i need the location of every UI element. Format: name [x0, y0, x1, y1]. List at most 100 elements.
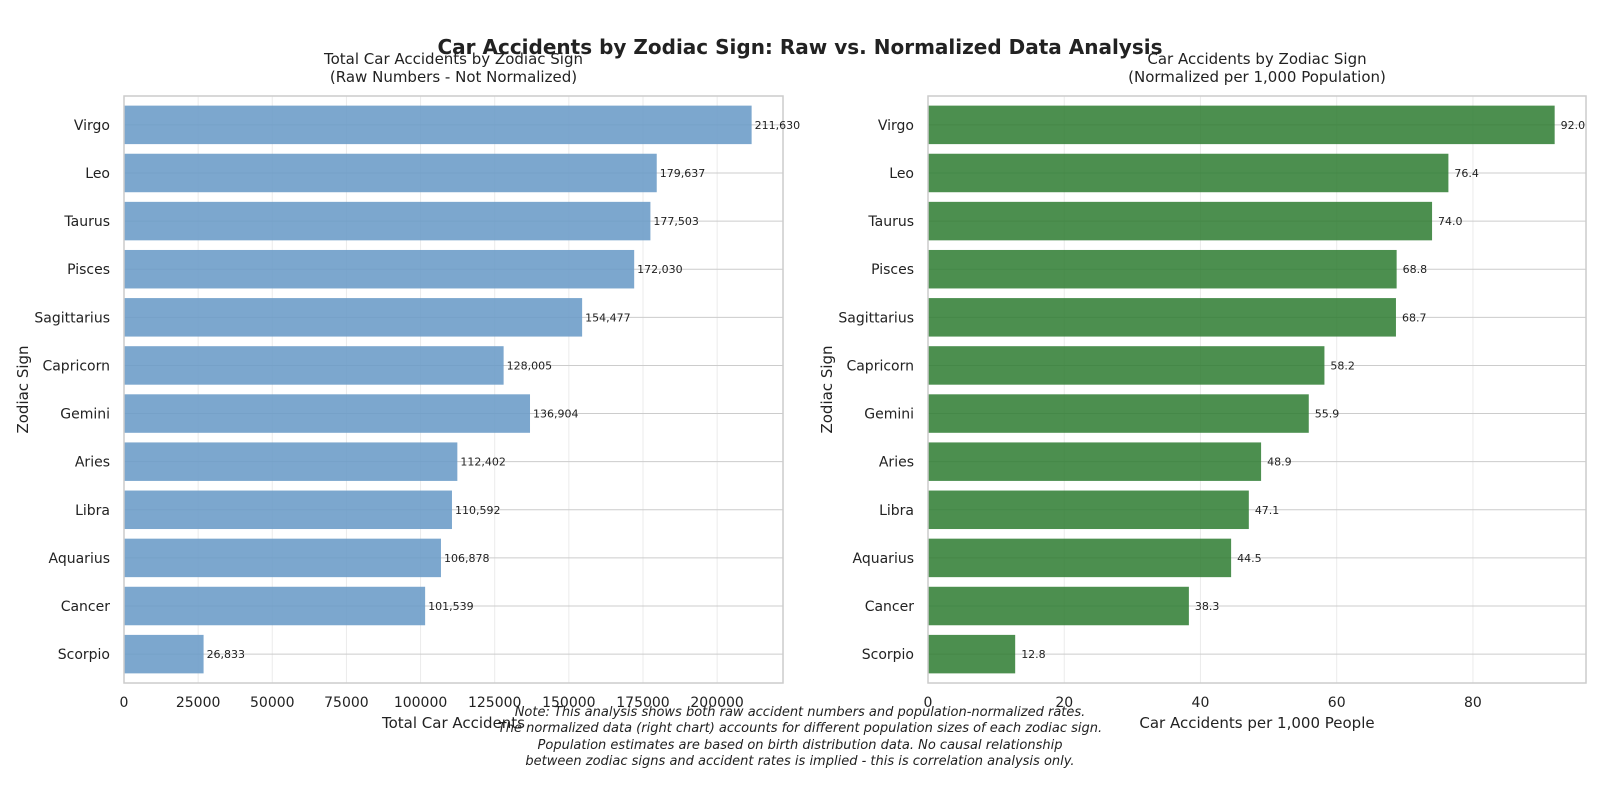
category-tick-label: Libra	[75, 503, 110, 519]
category-tick-label: Libra	[879, 503, 914, 519]
bar-cancer	[928, 586, 1189, 626]
figure-title: Car Accidents by Zodiac Sign: Raw vs. No…	[437, 35, 1163, 59]
category-tick-label: Virgo	[878, 118, 914, 134]
bar-leo	[124, 153, 657, 193]
category-tick-label: Virgo	[74, 118, 110, 134]
category-tick-label: Sagittarius	[34, 310, 110, 326]
value-label: 101,539	[428, 600, 474, 613]
category-tick-label: Pisces	[871, 262, 914, 278]
value-label: 58.2	[1330, 359, 1355, 372]
value-label: 38.3	[1195, 600, 1220, 613]
value-label: 92.0	[1561, 119, 1586, 132]
chart-title-line: Car Accidents by Zodiac Sign	[1147, 50, 1366, 68]
plot-frame	[123, 95, 784, 684]
footnote-line: between zodiac signs and accident rates …	[525, 754, 1075, 770]
x-tick-label: 60	[1328, 695, 1346, 711]
category-tick-label: Capricorn	[846, 358, 914, 374]
value-label: 172,030	[637, 263, 683, 276]
category-tick-label: Gemini	[864, 407, 914, 423]
bar-cancer	[124, 586, 426, 626]
y-axis-label: Zodiac Sign	[818, 345, 836, 433]
bar-capricorn	[124, 346, 504, 385]
category-tick-label: Capricorn	[42, 358, 110, 374]
bar-libra	[928, 490, 1249, 530]
bar-gemini	[928, 394, 1309, 433]
normalized-accidents-chart: 92.0 76.4 74.0 68.8 68.7 58.2 55.9 48.9 47.1 44.5…	[818, 50, 1587, 732]
x-tick-label: 200000	[690, 695, 743, 711]
category-tick-label: Leo	[889, 166, 914, 182]
value-label: 74.0	[1438, 215, 1463, 228]
bar-taurus	[124, 201, 651, 241]
x-tick-label: 150000	[542, 695, 595, 711]
plot-frame	[927, 95, 1587, 684]
value-label: 44.5	[1237, 552, 1262, 565]
footnote-line: Population estimates are based on birth …	[537, 737, 1063, 753]
value-label: 48.9	[1267, 456, 1292, 469]
value-label: 110,592	[455, 504, 501, 517]
bar-pisces	[928, 249, 1397, 289]
x-tick-label: 100000	[394, 695, 447, 711]
category-tick-label: Scorpio	[58, 647, 110, 663]
footnote-line: Note: This analysis shows both raw accid…	[514, 705, 1086, 720]
category-tick-label: Scorpio	[862, 647, 914, 663]
value-label: 136,904	[533, 408, 579, 421]
x-tick-label: 175000	[616, 695, 669, 711]
value-label: 26,833	[207, 648, 246, 661]
bar-sagittarius	[928, 298, 1396, 337]
x-tick-label: 50000	[250, 695, 295, 711]
bar-taurus	[928, 201, 1433, 241]
value-label: 55.9	[1315, 408, 1340, 421]
footnote: Note: This analysis shows both raw accid…	[0, 705, 1600, 771]
bar-scorpio	[124, 634, 204, 674]
category-tick-label: Aquarius	[853, 551, 914, 567]
bar-aquarius	[928, 538, 1232, 578]
bar-aries	[928, 442, 1262, 481]
value-label: 154,477	[585, 311, 631, 324]
value-label: 76.4	[1454, 167, 1479, 180]
value-label: 68.7	[1402, 311, 1427, 324]
x-tick-label: 125000	[468, 695, 521, 711]
category-tick-label: Aries	[75, 455, 110, 471]
bar-aquarius	[124, 538, 441, 578]
category-tick-label: Taurus	[867, 214, 914, 230]
chart-title-line: Total Car Accidents by Zodiac Sign	[323, 50, 583, 68]
x-tick-label: 25000	[176, 695, 221, 711]
value-label: 211,630	[755, 119, 800, 132]
x-axis-label: Car Accidents per 1,000 People	[1139, 714, 1374, 732]
bar-capricorn	[928, 346, 1325, 385]
bar-virgo	[928, 105, 1555, 145]
x-tick-label: 80	[1464, 695, 1482, 711]
bar-aries	[124, 442, 458, 481]
footnote-line: The normalized data (right chart) accoun…	[497, 721, 1103, 737]
value-label: 128,005	[507, 359, 553, 372]
value-label: 68.8	[1403, 263, 1428, 276]
category-tick-label: Taurus	[63, 214, 110, 230]
chart-title-line: (Raw Numbers - Not Normalized)	[330, 68, 577, 86]
category-tick-label: Cancer	[865, 599, 915, 615]
y-axis-label: Zodiac Sign	[14, 345, 32, 433]
x-axis-label: Total Car Accidents	[381, 714, 525, 732]
value-label: 112,402	[460, 456, 506, 469]
raw-accidents-chart: 211,630 179,637 177,503 172,030 154,477 128,0…	[14, 50, 800, 732]
value-label: 106,878	[444, 552, 490, 565]
category-tick-label: Sagittarius	[838, 310, 914, 326]
category-tick-label: Leo	[85, 166, 110, 182]
x-tick-label: 20	[1055, 695, 1073, 711]
x-tick-label: 0	[120, 695, 129, 711]
bar-scorpio	[928, 634, 1016, 674]
bar-pisces	[124, 249, 635, 289]
category-tick-label: Aries	[879, 455, 914, 471]
value-label: 179,637	[660, 167, 706, 180]
bar-leo	[928, 153, 1449, 193]
chart-title-line: (Normalized per 1,000 Population)	[1128, 68, 1386, 86]
bar-virgo	[124, 105, 752, 145]
bar-libra	[124, 490, 452, 530]
x-tick-label: 0	[924, 695, 933, 711]
value-label: 12.8	[1021, 648, 1045, 661]
bar-gemini	[124, 394, 531, 433]
category-tick-label: Pisces	[67, 262, 110, 278]
value-label: 177,503	[653, 215, 699, 228]
category-tick-label: Aquarius	[49, 551, 110, 567]
x-tick-label: 75000	[324, 695, 369, 711]
